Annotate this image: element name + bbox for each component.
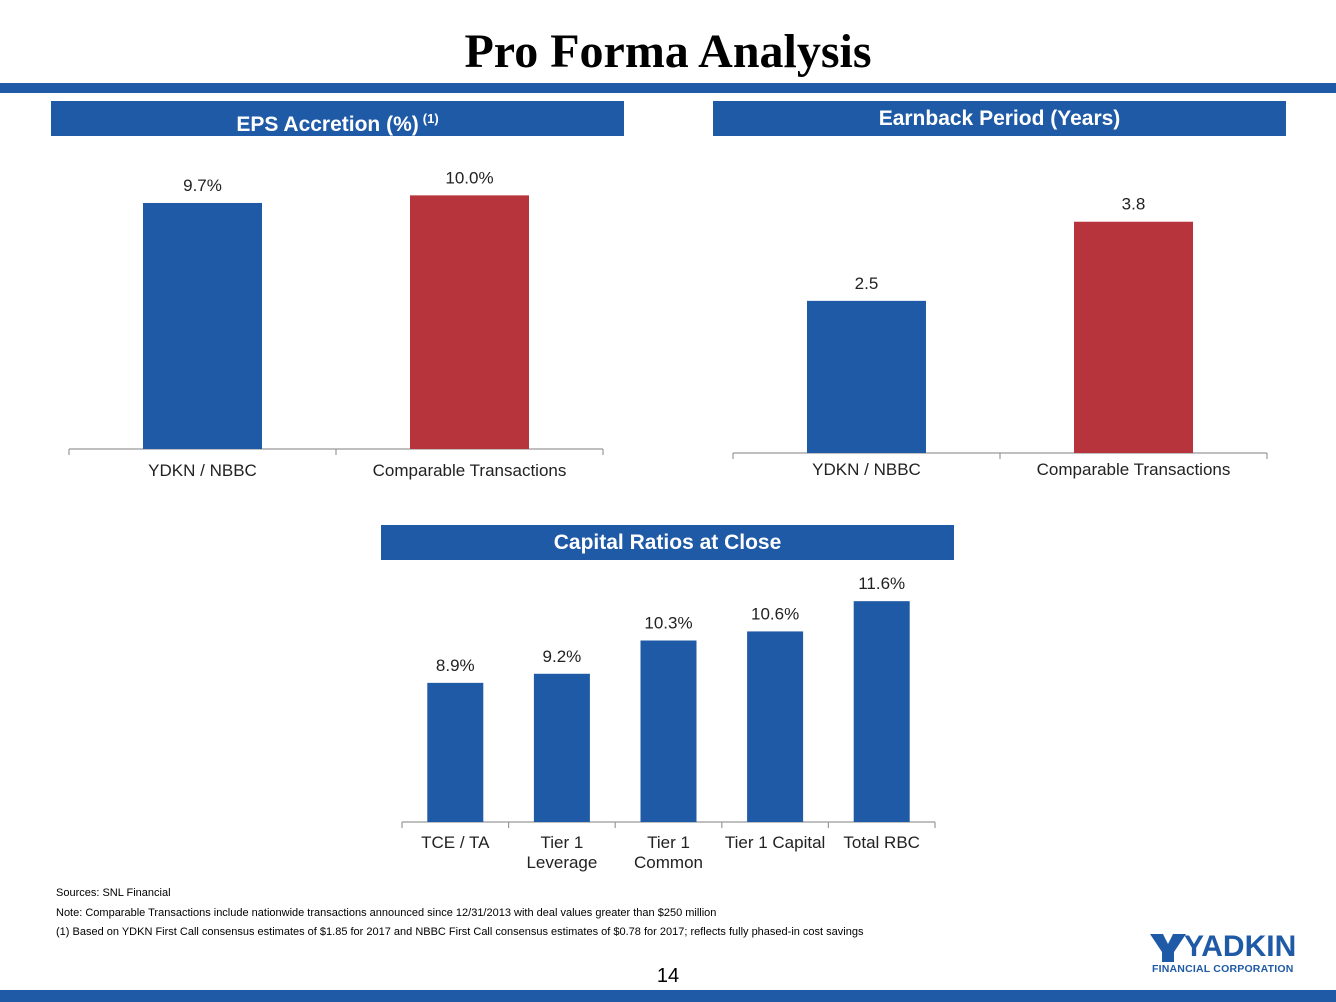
capital-category-label-3: Tier 1 — [647, 833, 690, 852]
earnback-data-label-1: 2.5 — [855, 274, 879, 293]
eps-accretion-footnote-marker: (1) — [422, 111, 439, 126]
earnback-data-label-2: 3.8 — [1122, 195, 1146, 214]
page-title: Pro Forma Analysis — [464, 25, 872, 78]
earnback-category-label-2: Comparable Transactions — [1037, 460, 1231, 479]
footnote-1: (1) Based on YDKN First Call consensus e… — [56, 926, 864, 938]
eps-bar-1 — [143, 202, 262, 449]
capital-category-label-3: Common — [634, 853, 703, 872]
capital-category-label-1: TCE / TA — [421, 833, 490, 852]
footer-rule — [0, 990, 1336, 1002]
capital-data-label-2: 9.2% — [543, 647, 582, 666]
earnback-bar-1 — [807, 300, 926, 453]
header-rule — [0, 83, 1336, 93]
capital-data-label-5: 11.6% — [858, 574, 905, 593]
eps-category-label-1: YDKN / NBBC — [148, 461, 257, 480]
earnback-period-chart: 2.5 YDKN / NBBC 3.8 Comparable Transactions — [732, 195, 1268, 479]
capital-category-label-2: Tier 1 — [540, 833, 583, 852]
capital-category-label-5: Total RBC — [843, 833, 920, 852]
logo-subtitle: FINANCIAL CORPORATION — [1152, 963, 1294, 975]
capital-bar-3 — [640, 640, 697, 822]
earnback-bar-2 — [1074, 221, 1193, 453]
earnback-category-label-1: YDKN / NBBC — [812, 460, 921, 479]
footnote-note: Note: Comparable Transactions include na… — [56, 906, 717, 919]
capital-ratios-header: Capital Ratios at Close — [381, 525, 954, 560]
eps-data-label-1: 9.7% — [183, 176, 222, 195]
eps-bar-2 — [410, 195, 529, 449]
eps-accretion-chart: 9.7% YDKN / NBBC 10.0% Comparable Transacti… — [68, 168, 604, 480]
capital-bar-4 — [747, 631, 804, 822]
yadkin-logo-mark-icon — [1150, 934, 1186, 962]
capital-category-label-4: Tier 1 Capital — [725, 833, 825, 852]
capital-data-label-4: 10.6% — [751, 604, 799, 623]
capital-bar-1 — [427, 682, 484, 822]
eps-accretion-header: EPS Accretion (%) (1) — [51, 101, 624, 136]
capital-ratios-chart: 8.9%TCE / TA9.2%Tier 1Leverage10.3%Tier … — [401, 574, 936, 872]
footnotes: Sources: SNL Financial Note: Comparable … — [56, 884, 863, 943]
footnote-sources: Sources: SNL Financial — [56, 887, 171, 899]
page-number: 14 — [656, 965, 680, 987]
eps-data-label-2: 10.0% — [445, 168, 493, 187]
capital-bar-5 — [853, 601, 910, 822]
capital-category-label-2: Leverage — [526, 853, 597, 872]
capital-data-label-1: 8.9% — [436, 656, 475, 675]
earnback-period-header: Earnback Period (Years) — [713, 101, 1286, 136]
capital-data-label-3: 10.3% — [644, 614, 692, 633]
eps-category-label-2: Comparable Transactions — [373, 461, 567, 480]
eps-accretion-header-label: EPS Accretion (%) — [236, 113, 419, 136]
logo-wordmark: YADKIN — [1184, 930, 1297, 963]
yadkin-logo: YADKIN FINANCIAL CORPORATION — [1150, 930, 1300, 976]
capital-bar-2 — [533, 673, 590, 822]
